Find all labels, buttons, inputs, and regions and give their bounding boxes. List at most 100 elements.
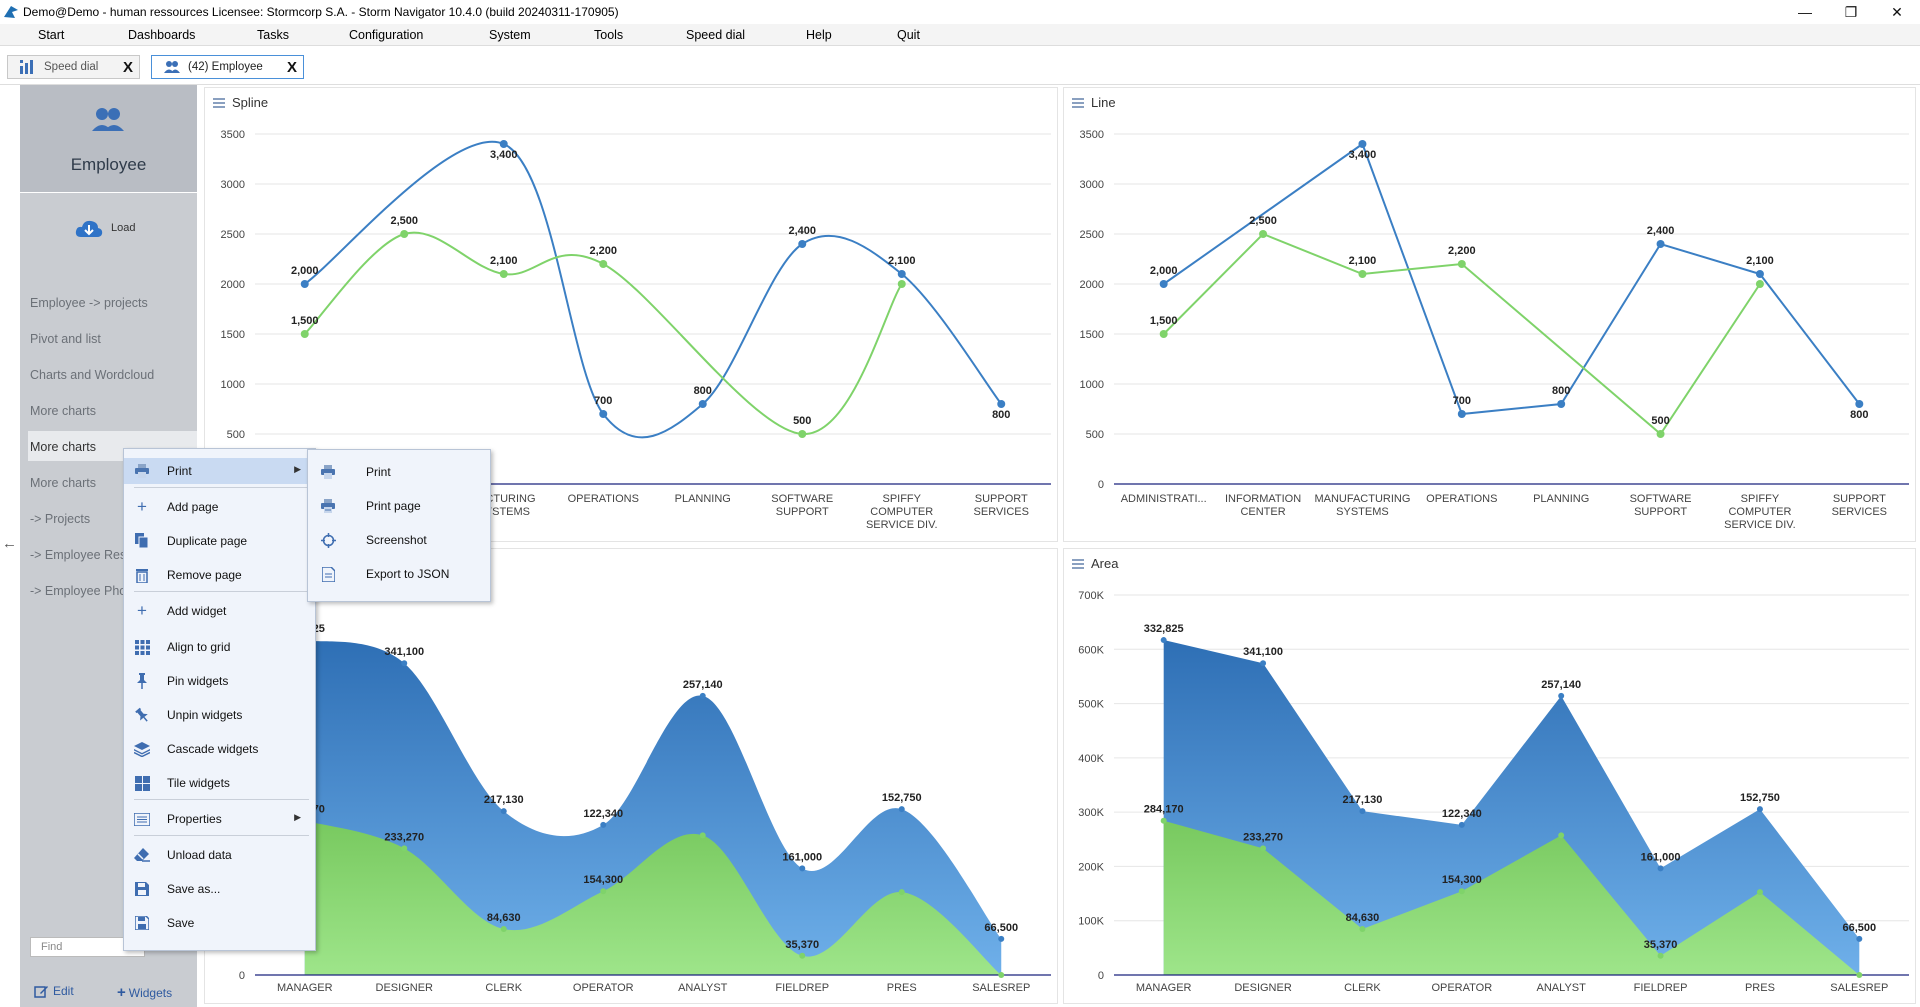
x-tick-label: PLANNING <box>675 493 731 505</box>
nav-pivot-and-list[interactable]: Pivot and list <box>30 332 101 346</box>
area-series-blue <box>1163 640 1860 975</box>
nav-employee-pho[interactable]: -> Employee Pho <box>30 584 127 598</box>
nav-projects[interactable]: -> Projects <box>30 512 91 526</box>
data-point <box>997 400 1006 408</box>
menu-item-save-as[interactable]: Save as... <box>124 876 315 902</box>
menu-item-add-widget[interactable]: + Add widget <box>124 598 315 624</box>
menu-item-add-page[interactable]: + Add page <box>124 494 315 520</box>
data-label: 2,200 <box>589 245 617 257</box>
menu-item-print[interactable]: Print ▶ <box>124 458 315 484</box>
nav-more-charts-2[interactable]: More charts <box>28 431 197 461</box>
menu-item-tile-widgets[interactable]: Tile widgets <box>124 770 315 796</box>
data-point <box>1656 240 1665 248</box>
menu-item-remove-page[interactable]: Remove page <box>124 562 315 588</box>
data-label: 122,340 <box>583 808 623 820</box>
data-point <box>401 660 408 667</box>
data-point <box>1457 410 1466 418</box>
data-label: 257,140 <box>1541 679 1581 691</box>
menu-dashboards[interactable]: Dashboards <box>128 28 196 42</box>
menu-item-save[interactable]: Save <box>124 910 315 936</box>
data-label: 161,000 <box>782 851 822 863</box>
menu-item-unload-data[interactable]: Unload data <box>124 842 315 868</box>
hamburger-icon[interactable] <box>1072 558 1084 569</box>
data-point <box>1160 817 1167 824</box>
menu-item-pin-widgets[interactable]: Pin widgets <box>124 668 315 694</box>
submenu-item-print[interactable]: Print <box>308 459 490 485</box>
menu-system[interactable]: System <box>489 28 531 42</box>
edit-button[interactable]: Edit <box>34 984 74 998</box>
submenu-item-print-page[interactable]: Print page <box>308 493 490 519</box>
data-point <box>500 808 507 815</box>
plus-icon: + <box>137 601 147 620</box>
data-label: 217,130 <box>1343 794 1383 806</box>
menu-tools[interactable]: Tools <box>594 28 624 42</box>
submenu-item-screenshot-label: Screenshot <box>366 533 427 547</box>
data-label: 2,200 <box>1448 245 1476 257</box>
menu-configuration[interactable]: Configuration <box>349 28 424 42</box>
nav-charts-and-wordcloud[interactable]: Charts and Wordcloud <box>30 368 155 382</box>
line-chart: 3500 3000 2500 2000 1500 1000 500 0 ADMINISTRATI… <box>1080 129 1909 531</box>
data-label: 800 <box>992 409 1010 421</box>
menu-start[interactable]: Start <box>38 28 65 42</box>
menu-separator <box>134 591 309 592</box>
data-point <box>599 260 608 268</box>
stacked-spline-area-chart: 0 MANAGER DESIGNER CLERK OPERATOR ANALYST FIEL… <box>239 623 1051 994</box>
data-point <box>401 845 408 852</box>
widgets-button[interactable]: + Widgets <box>117 984 172 1001</box>
data-label: 84,630 <box>487 912 521 924</box>
minimize-button[interactable]: — <box>1798 4 1812 20</box>
menu-item-unpin-widgets[interactable]: Unpin widgets <box>124 702 315 728</box>
nav-more-charts-1[interactable]: More charts <box>30 404 96 418</box>
menu-speed-dial[interactable]: Speed dial <box>686 28 746 42</box>
y-tick-label: 3500 <box>221 129 245 141</box>
tab-employee-close-button[interactable]: X <box>286 59 297 76</box>
nav-employee-res[interactable]: -> Employee Res <box>30 548 127 562</box>
menu-help[interactable]: Help <box>806 28 832 42</box>
submenu-item-export-json[interactable]: Export to JSON <box>308 561 490 587</box>
submenu-item-screenshot[interactable]: Screenshot <box>308 527 490 553</box>
find-input[interactable]: Find <box>30 937 145 957</box>
menu-item-remove-page-label: Remove page <box>167 568 242 582</box>
x-tick-label: SUPPORT <box>776 506 829 518</box>
data-label: 154,300 <box>583 874 623 886</box>
data-point <box>897 280 906 288</box>
load-button[interactable]: Load <box>75 218 135 238</box>
menu-item-save-as-label: Save as... <box>167 882 221 896</box>
nav-more-charts-3[interactable]: More charts <box>30 476 96 490</box>
close-window-button[interactable]: ✕ <box>1891 4 1903 20</box>
y-tick-label: 2000 <box>1080 279 1104 291</box>
maximize-button[interactable]: ❐ <box>1844 4 1858 20</box>
data-point <box>1358 270 1367 278</box>
x-tick-label: OPERATIONS <box>1426 493 1497 505</box>
menu-separator <box>134 835 309 836</box>
nav-employee-projects[interactable]: Employee -> projects <box>30 296 148 310</box>
hamburger-icon[interactable] <box>213 97 225 108</box>
tab-speed-dial[interactable]: Speed dial X <box>7 55 140 79</box>
x-tick-label: SUPPORT <box>1833 493 1886 505</box>
menu-item-cascade-widgets[interactable]: Cascade widgets <box>124 736 315 762</box>
list-icon <box>134 811 150 827</box>
menu-item-properties[interactable]: Properties ▶ <box>124 806 315 832</box>
print-submenu: Print Print page Screenshot Export to JS… <box>307 449 491 602</box>
x-tick-label: ANALYST <box>678 982 728 994</box>
y-tick-label: 1000 <box>221 379 245 391</box>
data-point <box>499 270 508 278</box>
back-arrow-icon[interactable]: ← <box>2 535 17 552</box>
x-tick-label: SERVICES <box>1832 506 1887 518</box>
data-label: 284,170 <box>1144 804 1184 816</box>
data-label: 217,130 <box>484 794 524 806</box>
hamburger-icon[interactable] <box>1072 97 1084 108</box>
menu-item-align-to-grid[interactable]: Align to grid <box>124 634 315 660</box>
area-panel-header: Area <box>1072 556 1118 571</box>
x-tick-label: MANAGER <box>1136 982 1192 994</box>
menu-quit[interactable]: Quit <box>897 28 920 42</box>
tab-employee[interactable]: (42) Employee X <box>151 55 304 79</box>
printer-icon <box>320 464 336 480</box>
menu-tasks[interactable]: Tasks <box>257 28 289 42</box>
menu-item-duplicate-page[interactable]: Duplicate page <box>124 528 315 554</box>
widgets-label: Widgets <box>128 985 173 1000</box>
data-point <box>1260 845 1267 852</box>
data-point <box>1159 280 1168 288</box>
y-tick-label: 100K <box>1078 916 1104 928</box>
tab-speed-dial-close-button[interactable]: X <box>122 59 133 76</box>
